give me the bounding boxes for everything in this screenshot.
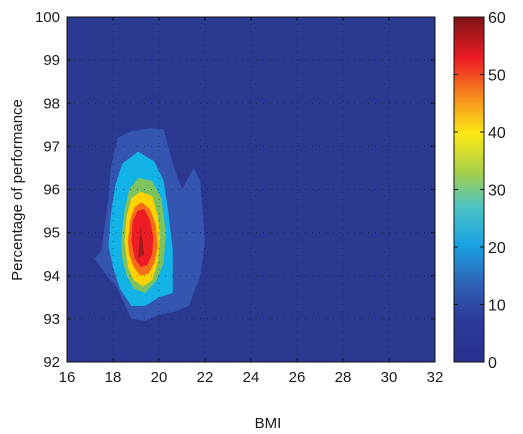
y-tick-label: 96 <box>43 182 60 199</box>
y-tick-label: 95 <box>43 225 60 242</box>
colorbar-tick-label: 40 <box>488 125 506 142</box>
y-tick-label: 92 <box>43 354 60 371</box>
colorbar-tick-label: 30 <box>488 183 506 200</box>
x-tick-label: 32 <box>427 369 444 386</box>
x-tick-label: 28 <box>335 369 352 386</box>
y-tick-label: 94 <box>43 268 60 285</box>
x-axis-ticks: 16 18 20 22 24 26 28 30 32 <box>59 17 444 386</box>
y-tick-label: 98 <box>43 95 60 112</box>
y-axis-label: Percentage of performance <box>9 99 26 281</box>
colorbar-tick-label: 50 <box>488 68 506 85</box>
colorbar-tick-label: 60 <box>488 10 506 27</box>
x-tick-label: 18 <box>105 369 122 386</box>
x-tick-label: 16 <box>59 369 76 386</box>
y-tick-label: 99 <box>43 52 60 69</box>
colorbar <box>453 16 485 363</box>
y-tick-label: 93 <box>43 311 60 328</box>
colorbar-ticks: 0 10 20 30 40 50 60 <box>454 10 506 372</box>
contour-level-58 <box>138 226 145 259</box>
x-tick-label: 26 <box>289 369 306 386</box>
y-tick-label: 100 <box>35 9 60 26</box>
y-tick-label: 97 <box>43 138 60 155</box>
x-tick-label: 20 <box>151 369 168 386</box>
contour-fills <box>94 128 205 321</box>
x-tick-label: 22 <box>197 369 214 386</box>
colorbar-tick-label: 20 <box>488 240 506 257</box>
colorbar-tick-label: 0 <box>488 355 497 372</box>
x-axis-label: BMI <box>255 415 282 432</box>
x-tick-label: 24 <box>243 369 260 386</box>
colorbar-tick-label: 10 <box>488 298 506 315</box>
contour-level-52 <box>131 208 154 268</box>
grid-lines <box>67 17 435 362</box>
y-axis-ticks: 92 93 94 95 96 97 98 99 100 <box>35 9 435 371</box>
x-tick-label: 30 <box>381 369 398 386</box>
